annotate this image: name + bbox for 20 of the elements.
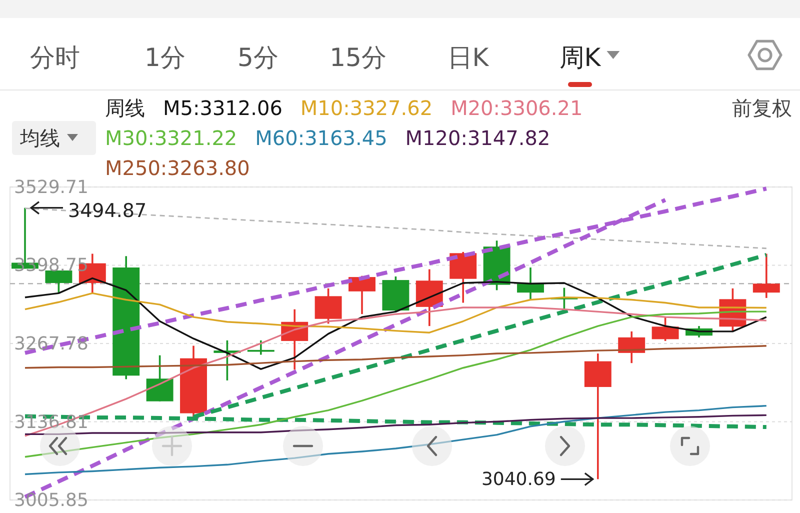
text: 周K — [559, 42, 602, 72]
text: M20:3306.21 — [450, 96, 583, 120]
legend-title: 周线 — [105, 96, 145, 120]
text: 日K — [447, 42, 490, 72]
text: 5分 — [238, 42, 278, 72]
text: M120:3147.82 — [405, 126, 550, 150]
text: 1分 — [144, 42, 186, 72]
annotation: 3040.69 — [481, 468, 556, 490]
text: M30:3321.22 — [105, 126, 238, 150]
y-tick-label: 3529.71 — [14, 176, 88, 198]
text: M5:3312.06 — [163, 96, 282, 120]
text: 均线 — [19, 126, 60, 150]
text: M10:3327.62 — [300, 96, 433, 120]
y-tick-label: 3005.85 — [14, 490, 88, 510]
text: 前复权 — [732, 96, 792, 120]
annotation: 3494.87 — [68, 200, 147, 222]
text: 分时 — [30, 42, 80, 72]
text: M60:3163.45 — [255, 126, 388, 150]
text: M250:3263.80 — [105, 156, 250, 180]
text: 15分 — [330, 42, 386, 72]
